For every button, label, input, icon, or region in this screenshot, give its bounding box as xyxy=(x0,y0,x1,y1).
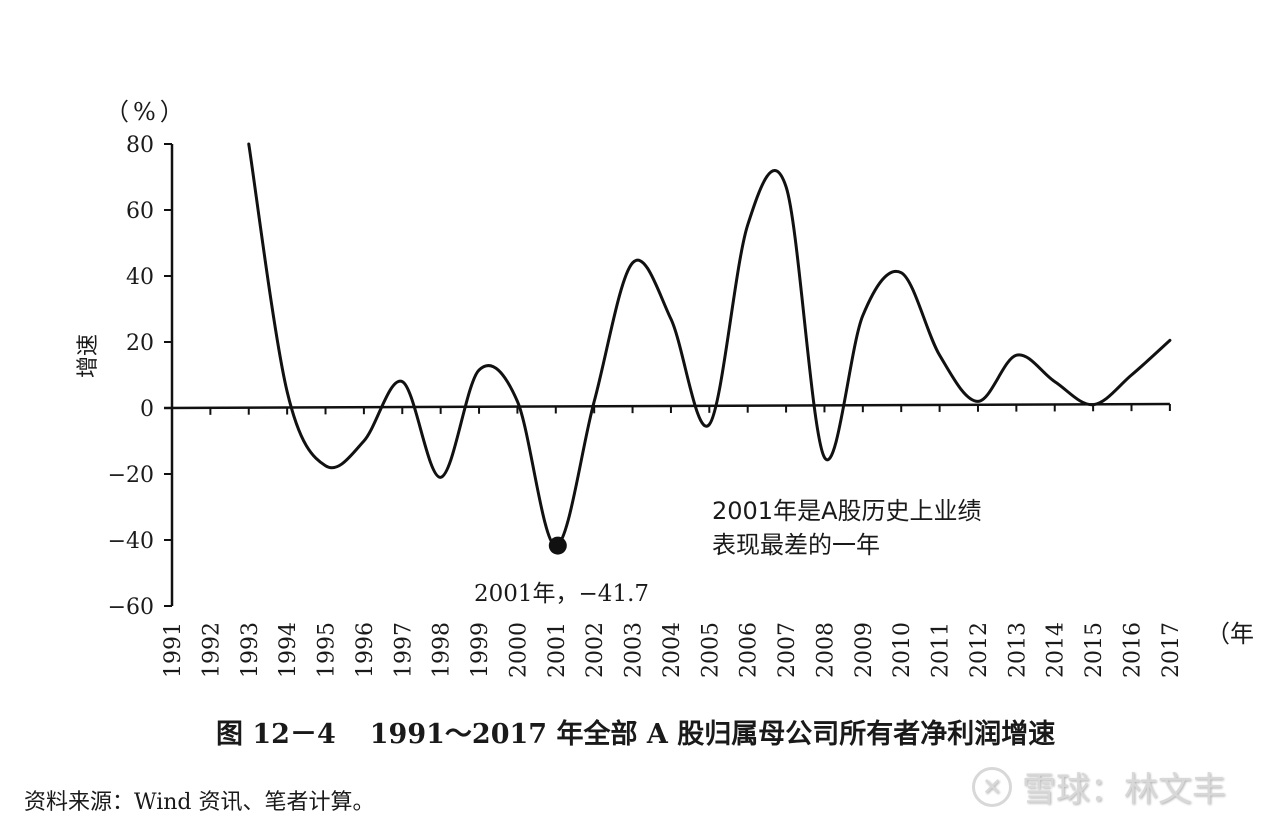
x-tick-label: 1993 xyxy=(238,622,263,678)
x-tick-label: 2002 xyxy=(583,622,608,678)
x-tick-label: 2015 xyxy=(1082,622,1107,678)
x-tick-label: 2017 xyxy=(1159,622,1184,678)
annotation-note: 2001年是A股历史上业绩 表现最差的一年 xyxy=(712,494,982,562)
x-axis xyxy=(163,402,1171,415)
y-unit-label: （%） xyxy=(105,98,188,126)
watermark-text: 雪球：林文丰 xyxy=(1022,770,1226,810)
y-tick-label: 40 xyxy=(126,265,154,290)
x-tick-label: 1991 xyxy=(161,622,186,678)
x-tick-label: 2007 xyxy=(775,622,800,678)
x-tick-label: 2004 xyxy=(660,622,685,678)
y-tick-label: 0 xyxy=(140,397,154,422)
x-tick-label: 1995 xyxy=(315,622,340,678)
y-axis: 80 60 40 20 0 −20 −40 −60 xyxy=(108,133,174,620)
x-tick-label: 2006 xyxy=(737,622,762,678)
x-tick-label: 2005 xyxy=(698,622,723,678)
min-point-marker xyxy=(548,536,567,555)
x-tick-label: 2011 xyxy=(929,622,954,678)
data-source: 资料来源：Wind 资讯、笔者计算。 xyxy=(24,790,375,815)
x-tick-label: 1992 xyxy=(199,622,224,678)
x-tick-label: 1994 xyxy=(276,622,301,678)
x-tick-label: 2003 xyxy=(622,622,647,678)
x-tick-label: 2001 xyxy=(545,622,570,678)
annotation-line-2: 表现最差的一年 xyxy=(712,531,880,559)
y-tick-label: −60 xyxy=(108,595,154,620)
y-tick-label: 20 xyxy=(126,331,154,356)
x-tick-label: 1998 xyxy=(430,622,455,678)
annotation-line-1: 2001年是A股历史上业绩 xyxy=(712,497,982,525)
min-point-label: 2001年，−41.7 xyxy=(474,581,650,607)
x-tick-label: 1999 xyxy=(468,622,493,678)
x-tick-label: 2009 xyxy=(852,622,877,678)
x-tick-label: 2010 xyxy=(890,622,915,678)
x-tick-label: 1997 xyxy=(391,622,416,678)
y-tick-label: 60 xyxy=(126,199,154,224)
figure-title: 1991～2017 年全部 A 股归属母公司所有者净利润增速 xyxy=(369,719,1056,750)
y-tick-label: −20 xyxy=(108,463,154,488)
x-tick-label: 2016 xyxy=(1121,622,1146,678)
growth-rate-line xyxy=(247,142,1172,548)
watermark: ✕ 雪球：林文丰 xyxy=(972,762,1226,811)
x-tick-label: 2014 xyxy=(1044,622,1069,678)
y-tick-label: −40 xyxy=(108,529,154,554)
snowball-logo-icon: ✕ xyxy=(972,766,1012,807)
x-tick-label: 1996 xyxy=(353,622,378,678)
x-tick-label: 2008 xyxy=(813,622,838,678)
figure-caption: 图 12－4 1991～2017 年全部 A 股归属母公司所有者净利润增速 xyxy=(216,712,1055,751)
figure-number: 图 12－4 xyxy=(216,719,336,750)
y-axis-label: 增速 xyxy=(76,333,101,378)
x-unit-label: （年 xyxy=(1206,620,1254,648)
y-tick-label: 80 xyxy=(126,133,154,158)
x-tick-label: 2012 xyxy=(967,622,992,678)
x-tick-label: 2000 xyxy=(506,622,531,678)
x-tick-label: 2013 xyxy=(1005,622,1030,678)
x-tick-labels: 1991 1992 1993 1994 1995 1996 1997 1998 1999 2000… xyxy=(161,622,1184,678)
